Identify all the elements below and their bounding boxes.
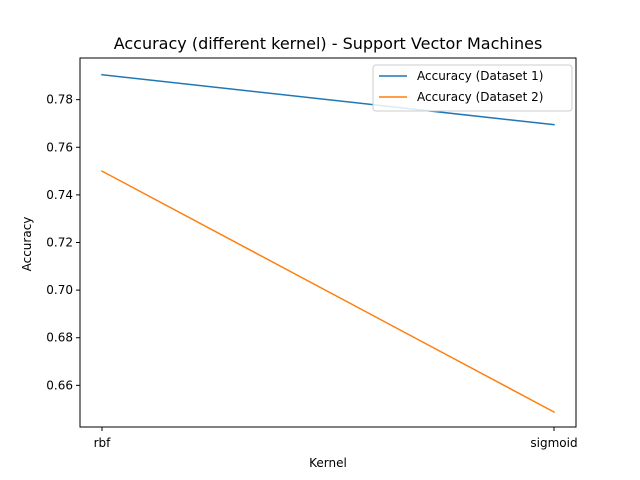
legend-label-dataset-2: Accuracy (Dataset 2) (417, 90, 543, 104)
y-axis-label: Accuracy (20, 217, 34, 272)
y-tick-label: 0.76 (46, 140, 73, 154)
series-line-dataset-2 (100, 170, 556, 414)
x-axis-label: Kernel (309, 456, 347, 470)
y-tick-label: 0.74 (46, 188, 73, 202)
legend-label-dataset-1: Accuracy (Dataset 1) (417, 69, 543, 83)
x-tick-label: rbf (94, 436, 112, 450)
y-tick-label: 0.66 (46, 378, 73, 392)
y-tick-label: 0.72 (46, 236, 73, 250)
y-tick-label: 0.78 (46, 93, 73, 107)
x-axis-ticks: rbf sigmoid (94, 427, 578, 450)
series-line-dataset-1 (101, 73, 555, 126)
y-tick-label: 0.68 (46, 331, 73, 345)
y-axis-ticks: 0.66 0.68 0.70 0.72 0.74 0.76 0.78 (46, 93, 80, 392)
y-tick-label: 0.70 (46, 283, 73, 297)
legend-box (372, 64, 573, 112)
x-tick-label: sigmoid (530, 436, 577, 450)
chart-title: Accuracy (different kernel) - Support Ve… (114, 34, 543, 53)
series-lines (100, 73, 556, 414)
legend: Accuracy (Dataset 1) Accuracy (Dataset 2) (372, 64, 573, 112)
